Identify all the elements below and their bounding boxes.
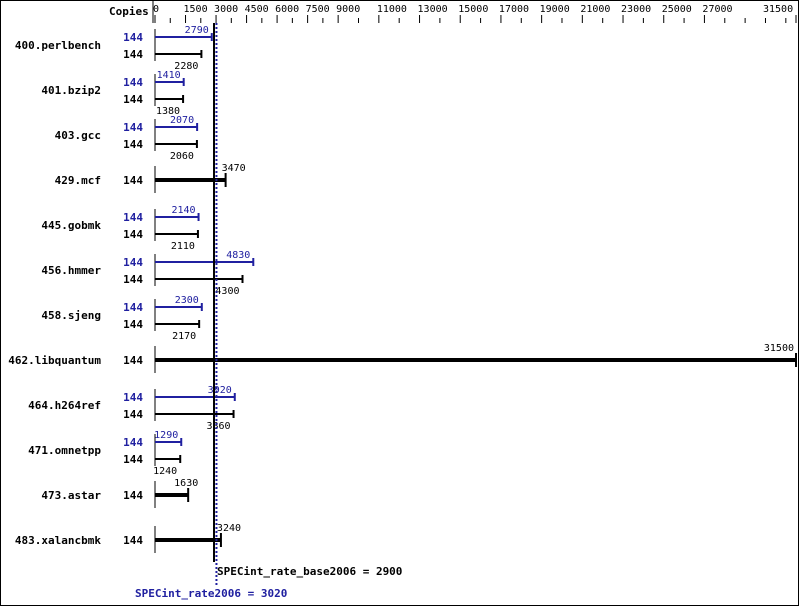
base-value-label: 1630 [174,478,198,489]
base-copies: 144 [123,453,143,466]
x-tick-label: 13000 [418,4,448,15]
base-copies: 144 [123,138,143,151]
base-copies: 144 [123,48,143,61]
x-tick-label: 7500 [306,4,330,15]
base-value-label: 2110 [171,241,195,252]
x-tick-label: 19000 [540,4,570,15]
x-tick-label: 17000 [499,4,529,15]
base-value-label: 1240 [153,466,177,477]
copies-header: Copies [109,5,149,18]
peak-mean-label: SPECint_rate2006 = 3020 [135,587,287,600]
peak-value-label: 2790 [185,25,209,36]
x-tick-label: 23000 [621,4,651,15]
x-tick-label: 3000 [214,4,238,15]
peak-copies: 144 [123,301,143,314]
peak-value-label: 1410 [157,70,181,81]
peak-value-label: 2070 [170,115,194,126]
base-value-label: 1380 [156,106,180,117]
peak-value-label: 2140 [171,205,195,216]
base-copies: 144 [123,318,143,331]
peak-copies: 144 [123,31,143,44]
peak-value-label: 4830 [226,250,250,261]
peak-copies: 144 [123,256,143,269]
benchmark-label: 462.libquantum [8,354,101,367]
base-copies: 144 [123,354,143,367]
base-copies: 144 [123,408,143,421]
peak-copies: 144 [123,436,143,449]
peak-copies: 144 [123,391,143,404]
benchmark-label: 445.gobmk [41,219,101,232]
benchmark-label: 403.gcc [55,129,101,142]
x-tick-label: 27000 [702,4,732,15]
benchmark-label: 471.omnetpp [28,444,101,457]
benchmark-label: 483.xalancbmk [15,534,101,547]
x-tick-label: 21000 [580,4,610,15]
peak-value-label: 1290 [154,430,178,441]
benchmark-label: 464.h264ref [28,399,101,412]
x-tick-label: 9000 [336,4,360,15]
base-copies: 144 [123,228,143,241]
x-tick-label: 4500 [245,4,269,15]
peak-copies: 144 [123,76,143,89]
peak-value-label: 2300 [175,295,199,306]
base-value-label: 2060 [170,151,194,162]
x-tick-label: 6000 [275,4,299,15]
x-tick-label: 31500 [763,4,793,15]
x-tick-label: 0 [153,4,159,15]
peak-copies: 144 [123,121,143,134]
benchmark-label: 458.sjeng [41,309,101,322]
x-tick-label: 15000 [458,4,488,15]
benchmark-label: 401.bzip2 [41,84,101,97]
base-value-label: 2280 [174,61,198,72]
benchmark-label: 456.hmmer [41,264,101,277]
base-value-label: 3860 [206,421,230,432]
peak-value-label: 3920 [208,385,232,396]
base-copies: 144 [123,534,143,547]
base-value-label: 2170 [172,331,196,342]
base-value-label: 4300 [215,286,239,297]
x-tick-label: 11000 [377,4,407,15]
base-copies: 144 [123,489,143,502]
benchmark-label: 473.astar [41,489,101,502]
benchmark-label: 429.mcf [55,174,101,187]
base-copies: 144 [123,93,143,106]
x-tick-label: 1500 [184,4,208,15]
base-value-label: 3470 [222,163,246,174]
benchmark-label: 400.perlbench [15,39,101,52]
peak-copies: 144 [123,211,143,224]
base-copies: 144 [123,174,143,187]
base-mean-label: SPECint_rate_base2006 = 2900 [217,565,402,578]
base-value-label: 3240 [217,523,241,534]
x-tick-label: 25000 [662,4,692,15]
base-copies: 144 [123,273,143,286]
base-value-label: 31500 [764,343,794,354]
